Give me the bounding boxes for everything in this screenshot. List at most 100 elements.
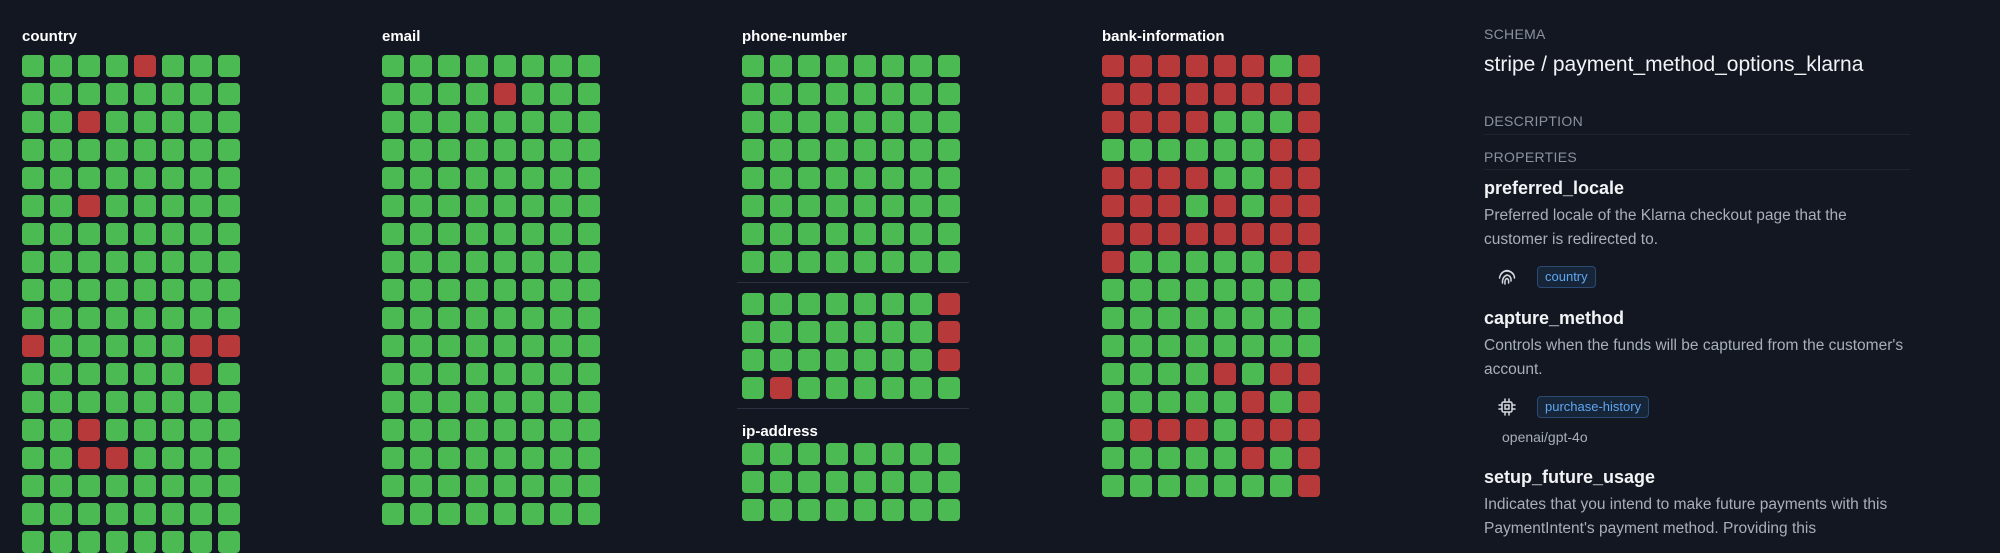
passed-check-cell[interactable] [770,167,792,189]
failed-check-cell[interactable] [190,363,212,385]
passed-check-cell[interactable] [1102,139,1124,161]
passed-check-cell[interactable] [106,139,128,161]
failed-check-cell[interactable] [1242,83,1264,105]
passed-check-cell[interactable] [162,363,184,385]
passed-check-cell[interactable] [578,391,600,413]
passed-check-cell[interactable] [910,83,932,105]
passed-check-cell[interactable] [882,377,904,399]
passed-check-cell[interactable] [22,391,44,413]
failed-check-cell[interactable] [938,349,960,371]
passed-check-cell[interactable] [22,475,44,497]
passed-check-cell[interactable] [78,363,100,385]
passed-check-cell[interactable] [162,391,184,413]
passed-check-cell[interactable] [78,139,100,161]
failed-check-cell[interactable] [1214,83,1236,105]
passed-check-cell[interactable] [382,139,404,161]
passed-check-cell[interactable] [162,335,184,357]
passed-check-cell[interactable] [1270,55,1292,77]
passed-check-cell[interactable] [938,195,960,217]
passed-check-cell[interactable] [882,83,904,105]
passed-check-cell[interactable] [742,471,764,493]
passed-check-cell[interactable] [742,111,764,133]
passed-check-cell[interactable] [578,167,600,189]
passed-check-cell[interactable] [494,335,516,357]
passed-check-cell[interactable] [218,55,240,77]
passed-check-cell[interactable] [494,55,516,77]
passed-check-cell[interactable] [218,279,240,301]
passed-check-cell[interactable] [798,443,820,465]
passed-check-cell[interactable] [1298,307,1320,329]
passed-check-cell[interactable] [770,111,792,133]
passed-check-cell[interactable] [882,223,904,245]
passed-check-cell[interactable] [218,391,240,413]
failed-check-cell[interactable] [1130,167,1152,189]
passed-check-cell[interactable] [438,167,460,189]
failed-check-cell[interactable] [1270,251,1292,273]
passed-check-cell[interactable] [218,195,240,217]
passed-check-cell[interactable] [938,471,960,493]
passed-check-cell[interactable] [910,293,932,315]
passed-check-cell[interactable] [438,307,460,329]
passed-check-cell[interactable] [882,293,904,315]
passed-check-cell[interactable] [1130,307,1152,329]
passed-check-cell[interactable] [190,111,212,133]
failed-check-cell[interactable] [1130,195,1152,217]
passed-check-cell[interactable] [578,279,600,301]
passed-check-cell[interactable] [218,531,240,553]
passed-check-cell[interactable] [382,111,404,133]
passed-check-cell[interactable] [1298,279,1320,301]
passed-check-cell[interactable] [438,335,460,357]
passed-check-cell[interactable] [1270,279,1292,301]
failed-check-cell[interactable] [1186,83,1208,105]
passed-check-cell[interactable] [410,363,432,385]
passed-check-cell[interactable] [742,83,764,105]
passed-check-cell[interactable] [410,55,432,77]
failed-check-cell[interactable] [22,335,44,357]
passed-check-cell[interactable] [770,443,792,465]
passed-check-cell[interactable] [162,279,184,301]
passed-check-cell[interactable] [50,223,72,245]
passed-check-cell[interactable] [742,499,764,521]
passed-check-cell[interactable] [1242,251,1264,273]
passed-check-cell[interactable] [382,251,404,273]
passed-check-cell[interactable] [1158,475,1180,497]
passed-check-cell[interactable] [466,335,488,357]
failed-check-cell[interactable] [494,83,516,105]
failed-check-cell[interactable] [1298,83,1320,105]
passed-check-cell[interactable] [1242,475,1264,497]
passed-check-cell[interactable] [826,377,848,399]
passed-check-cell[interactable] [1186,335,1208,357]
passed-check-cell[interactable] [466,83,488,105]
passed-check-cell[interactable] [1214,139,1236,161]
passed-check-cell[interactable] [1158,447,1180,469]
passed-check-cell[interactable] [134,475,156,497]
passed-check-cell[interactable] [50,195,72,217]
passed-check-cell[interactable] [162,223,184,245]
passed-check-cell[interactable] [1102,475,1124,497]
passed-check-cell[interactable] [50,167,72,189]
failed-check-cell[interactable] [1298,419,1320,441]
passed-check-cell[interactable] [742,139,764,161]
passed-check-cell[interactable] [882,349,904,371]
passed-check-cell[interactable] [134,223,156,245]
passed-check-cell[interactable] [1186,307,1208,329]
passed-check-cell[interactable] [770,223,792,245]
passed-check-cell[interactable] [882,111,904,133]
passed-check-cell[interactable] [106,111,128,133]
failed-check-cell[interactable] [106,447,128,469]
passed-check-cell[interactable] [494,391,516,413]
passed-check-cell[interactable] [1130,279,1152,301]
passed-check-cell[interactable] [106,503,128,525]
passed-check-cell[interactable] [106,335,128,357]
passed-check-cell[interactable] [826,167,848,189]
passed-check-cell[interactable] [382,447,404,469]
passed-check-cell[interactable] [106,531,128,553]
failed-check-cell[interactable] [218,335,240,357]
passed-check-cell[interactable] [78,251,100,273]
passed-check-cell[interactable] [798,55,820,77]
passed-check-cell[interactable] [382,279,404,301]
passed-check-cell[interactable] [438,223,460,245]
passed-check-cell[interactable] [770,471,792,493]
passed-check-cell[interactable] [466,139,488,161]
passed-check-cell[interactable] [882,167,904,189]
